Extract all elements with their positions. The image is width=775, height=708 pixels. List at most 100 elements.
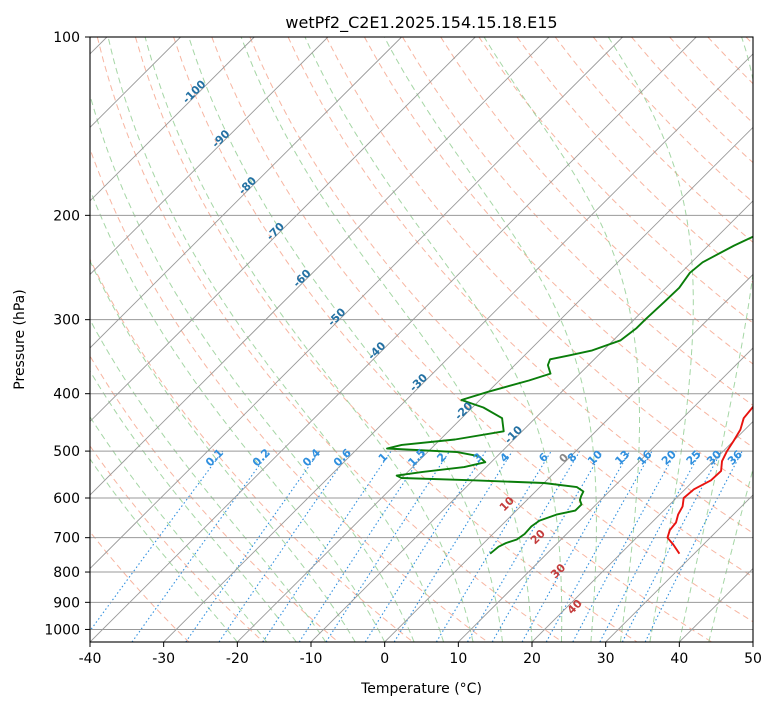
mixing-ratio-line: [364, 450, 487, 642]
dry-adiabat: [90, 355, 339, 642]
isotherm-line: [531, 420, 753, 642]
x-axis: -40 -30 -20 -10 0 10 20 30 40 50: [79, 642, 762, 667]
mixing-ratio-line: [325, 450, 451, 642]
isotherm-line: [752, 641, 753, 642]
dry-adiabat: [249, 37, 753, 578]
x-tick-label: 50: [744, 651, 762, 667]
dry-adiabat: [90, 258, 414, 642]
mixing-ratio-lines: [90, 450, 743, 642]
mixing-ratio-label: 10: [585, 447, 605, 467]
mixing-ratio-label: 1: [376, 450, 391, 465]
isotherm-line: [458, 347, 753, 642]
isotherm-line: [679, 567, 753, 642]
x-tick-label: -20: [226, 651, 249, 667]
x-tick-label: 40: [670, 651, 688, 667]
mixing-ratio-label: 20: [659, 447, 679, 467]
mixing-ratio-line: [90, 450, 224, 632]
dry-adiabat: [96, 37, 563, 642]
mixing-ratio-line: [298, 450, 426, 642]
mixing-ratio-label: 6: [536, 450, 551, 465]
isotherm-label: -80: [236, 174, 259, 197]
x-tick-label: -40: [79, 651, 102, 667]
isotherm-label: -50: [325, 305, 348, 328]
x-tick-label: -10: [300, 651, 323, 667]
y-tick-label: 700: [53, 531, 80, 547]
temperature-profile: [666, 405, 753, 555]
y-tick-label: 1000: [44, 622, 80, 638]
moist-adiabat: [304, 37, 563, 642]
moist-adiabat: [144, 37, 474, 642]
isotherm-label: -10: [502, 423, 525, 446]
y-axis: 100 200 300 400 500 600 700 800 900 1000: [44, 30, 90, 638]
isotherm-line: [90, 37, 550, 496]
isotherm-label: -70: [264, 220, 287, 243]
isobars: [90, 37, 753, 630]
moist-adiabat: [607, 37, 694, 642]
isotherm-line: [310, 200, 753, 642]
dry-adiabat: [669, 37, 753, 124]
mixing-ratio-line: [262, 450, 392, 642]
mixing-ratio-line: [185, 450, 321, 642]
mixing-ratio-label: 0.2: [250, 446, 273, 469]
moist-adiabat: [188, 37, 503, 642]
y-tick-label: 400: [53, 387, 80, 403]
mixing-ratio-line: [644, 450, 743, 642]
y-tick-label: 600: [53, 491, 80, 507]
mixing-ratio-line: [545, 450, 653, 642]
moist-adiabat: [90, 93, 415, 642]
isotherm-line: [605, 494, 753, 642]
dewpoint-profile: [386, 235, 753, 555]
isotherm-label: -90: [209, 127, 232, 150]
mixing-ratio-line: [131, 450, 271, 642]
y-tick-label: 900: [53, 595, 80, 611]
mixing-ratio-label: 0.4: [300, 446, 323, 469]
dry-adiabat: [134, 37, 638, 642]
y-axis-label: Pressure (hPa): [12, 289, 28, 389]
moist-adiabat-label: 20: [528, 527, 548, 547]
moist-adiabat: [383, 37, 597, 642]
mixing-ratio-label: 16: [635, 447, 655, 467]
profiles: [386, 235, 753, 555]
isotherm-line: [90, 37, 697, 642]
y-tick-label: 200: [53, 208, 80, 224]
moist-adiabat: [708, 467, 753, 642]
y-tick-label: 300: [53, 313, 80, 329]
moist-adiabat: [90, 370, 297, 642]
mixing-ratio-line: [521, 450, 631, 642]
isotherm-line: [90, 37, 476, 423]
mixing-ratio-label: 2: [434, 450, 449, 465]
moist-adiabat: [90, 415, 268, 642]
mixing-ratio-line: [572, 450, 677, 642]
isotherm-label: -20: [452, 399, 475, 422]
isotherm-line: [90, 37, 255, 202]
isotherm-line: [90, 37, 329, 276]
mixing-ratio-line: [218, 450, 351, 642]
plot-area: -100-90-80-70-60-50-40-30-20-1000.1 0.2 0.…: [90, 37, 753, 642]
mixing-ratio-line: [467, 450, 581, 642]
isotherm-label: -30: [407, 371, 430, 394]
dry-adiabat: [707, 37, 753, 85]
y-tick-label: 800: [53, 565, 80, 581]
isotherm-line: [384, 273, 753, 642]
y-tick-label: 100: [53, 30, 80, 46]
moist-adiabat: [90, 259, 356, 642]
moist-adiabat: [483, 37, 640, 642]
isotherm-line: [90, 37, 402, 349]
dry-adiabat: [478, 37, 753, 324]
moist-adiabat: [240, 37, 533, 642]
dry-adiabat: [554, 37, 753, 243]
moist-adiabat: [678, 37, 753, 642]
dry-adiabat: [90, 445, 264, 642]
isotherms: [90, 37, 753, 642]
moist-adiabat: [90, 318, 327, 642]
x-tick-label: 10: [449, 651, 467, 667]
isotherm-line: [163, 53, 753, 642]
moist-adiabat: [90, 188, 386, 642]
chart-title: wetPf2_C2E1.2025.154.15.18.E15: [285, 13, 557, 33]
isotherm-line: [90, 37, 623, 570]
moist-adiabat: [90, 458, 238, 642]
x-tick-label: 30: [597, 651, 615, 667]
isotherm-label: -40: [365, 339, 388, 362]
dry-adiabat: [745, 37, 753, 45]
